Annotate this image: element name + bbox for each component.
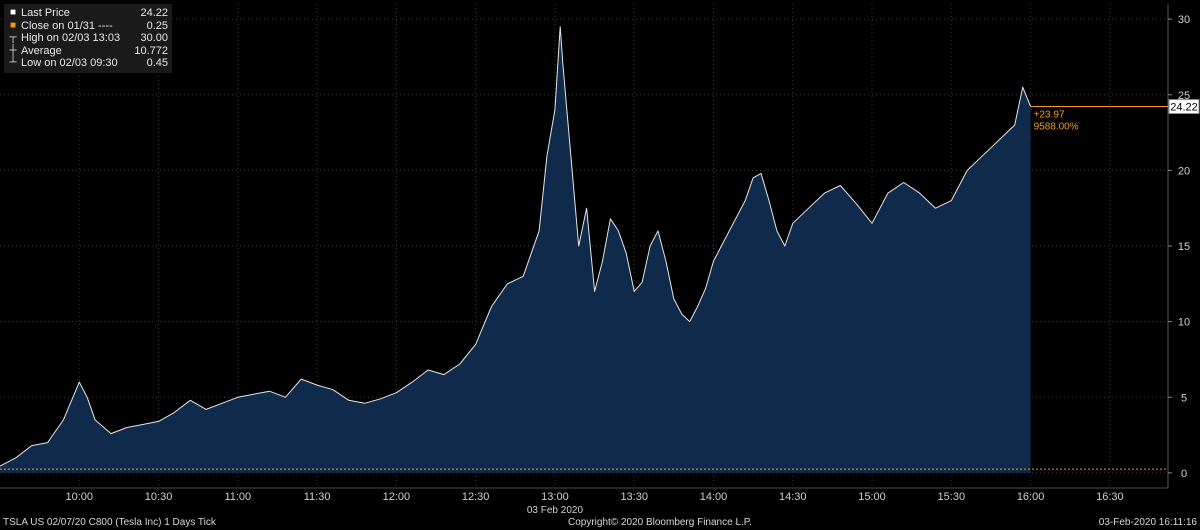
legend-label: Last Price xyxy=(21,7,70,19)
average-marker-icon: ┼ xyxy=(9,44,17,56)
y-tick-label: 5 xyxy=(1181,392,1187,404)
legend: ■ Last Price 24.22 ■ Close on 01/31 ----… xyxy=(4,4,172,73)
legend-label: High on 02/03 13:03 xyxy=(21,32,121,44)
x-axis-label: 03 Feb 2020 xyxy=(527,505,584,516)
footer: TSLA US 02/07/20 C800 (Tesla Inc) 1 Days… xyxy=(0,516,1200,530)
legend-row-low: ┴ Low on 02/03 09:30 0.45 xyxy=(8,57,168,70)
x-tick-label: 13:30 xyxy=(620,491,648,503)
low-marker-icon: ┴ xyxy=(9,57,17,68)
legend-value: 0.25 xyxy=(146,19,168,32)
x-tick-label: 11:00 xyxy=(224,491,251,503)
legend-value: 24.22 xyxy=(140,7,168,19)
copyright: Copyright© 2020 Bloomberg Finance L.P. xyxy=(568,517,752,528)
x-axis: 10:00 10:30 11:00 11:30 12:00 12:30 13:00 13:30… xyxy=(0,487,1168,516)
y-tick-label: 20 xyxy=(1178,165,1190,177)
legend-value: 10.772 xyxy=(134,44,168,57)
x-tick-label: 14:00 xyxy=(700,491,728,503)
security-description: TSLA US 02/07/20 C800 (Tesla Inc) 1 Days… xyxy=(3,517,216,528)
legend-row-close: ■ Close on 01/31 ---- 0.25 xyxy=(8,20,168,33)
x-tick-label: 16:00 xyxy=(1017,491,1045,503)
high-marker-icon: ┬ xyxy=(9,32,17,43)
change-percent: 9588.00% xyxy=(1034,122,1079,133)
x-tick-label: 16:30 xyxy=(1096,491,1124,503)
legend-row-high: ┬ High on 02/03 13:03 30.00 xyxy=(8,32,168,45)
x-tick-label: 12:00 xyxy=(383,491,411,503)
price-area-fill xyxy=(0,26,1031,473)
y-tick-label: 25 xyxy=(1178,90,1190,102)
x-tick-label: 10:00 xyxy=(66,491,94,503)
change-value: +23.97 xyxy=(1034,110,1065,121)
x-tick-label: 12:30 xyxy=(462,491,490,503)
price-line xyxy=(0,26,1032,467)
x-tick-label: 10:30 xyxy=(145,491,173,503)
timestamp: 03-Feb-2020 16:11:16 xyxy=(1098,517,1197,528)
legend-label: Close on 01/31 ---- xyxy=(21,19,113,32)
x-tick-label: 15:30 xyxy=(938,491,966,503)
legend-value: 0.45 xyxy=(146,57,168,69)
y-tick-label: 0 xyxy=(1181,468,1187,480)
legend-label: Average xyxy=(21,44,62,57)
x-tick-label: 11:30 xyxy=(304,491,331,503)
x-tick-label: 13:00 xyxy=(541,491,569,503)
legend-label: Low on 02/03 09:30 xyxy=(21,57,118,69)
last-price-tag xyxy=(1168,99,1200,115)
y-tick-label: 15 xyxy=(1178,241,1190,253)
last-price-tag-label: 24.22 xyxy=(1170,102,1198,114)
legend-value: 30.00 xyxy=(140,32,168,44)
orange-square-icon: ■ xyxy=(9,19,17,31)
y-axis: 0 5 10 15 20 25 30 xyxy=(1168,14,1190,480)
price-area xyxy=(0,26,1032,473)
y-tick-label: 10 xyxy=(1178,317,1190,329)
legend-row-average: ┼ Average 10.772 xyxy=(8,45,168,58)
legend-row-last-price: ■ Last Price 24.22 xyxy=(8,7,168,20)
x-tick-label: 15:00 xyxy=(858,491,886,503)
white-square-icon: ■ xyxy=(9,7,17,18)
y-tick-label: 30 xyxy=(1178,14,1190,26)
x-tick-label: 14:30 xyxy=(779,491,807,503)
